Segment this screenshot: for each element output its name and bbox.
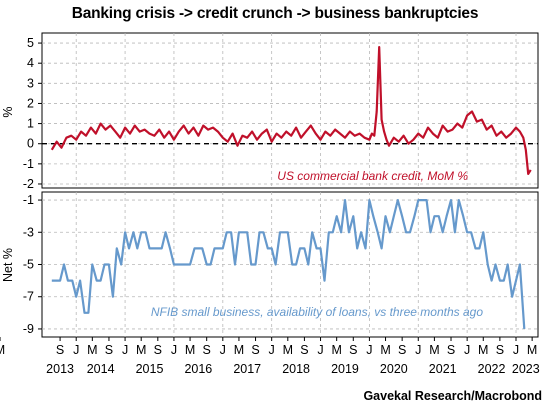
y-tick-label: 4 — [27, 56, 34, 70]
x-month-label: S — [496, 343, 504, 357]
x-month-label: J — [513, 343, 519, 357]
x-month-label: M — [87, 343, 97, 357]
x-month-label: S — [154, 343, 162, 357]
y-tick-label: -1 — [23, 157, 34, 171]
x-month-label: J — [366, 343, 372, 357]
x-month-label: M — [331, 343, 341, 357]
x-month-label: M — [136, 343, 146, 357]
x-month-label: S — [203, 343, 211, 357]
x-month-label: M — [527, 343, 537, 357]
x-month-label: J — [220, 343, 226, 357]
source-credit: Gavekal Research/Macrobond — [363, 389, 542, 403]
x-month-label: S — [447, 343, 455, 357]
series-line-top — [50, 46, 532, 175]
y-tick-label: -7 — [23, 290, 34, 304]
x-month-label: J — [317, 343, 323, 357]
x-year-label: 2021 — [429, 362, 457, 376]
x-month-label: S — [300, 343, 308, 357]
y-tick-label: -3 — [23, 225, 34, 239]
x-year-label: 2017 — [233, 362, 261, 376]
x-year-label: 2022 — [478, 362, 506, 376]
x-month-label: M — [429, 343, 439, 357]
plot-frame-top — [41, 32, 539, 189]
chart-title: Banking crisis -> credit crunch -> busin… — [71, 5, 479, 22]
y-tick-label: 3 — [27, 76, 34, 90]
x-month-label: J — [73, 343, 79, 357]
y-tick-label: 2 — [27, 96, 34, 110]
series-annotation-bottom: NFIB small business, availability of loa… — [151, 305, 483, 319]
x-month-label: M — [234, 343, 244, 357]
x-month-label: S — [251, 343, 259, 357]
y-tick-label: 1 — [27, 117, 34, 131]
x-month-label: M — [185, 343, 195, 357]
x-month-label: M — [478, 343, 488, 357]
y-tick-label: -1 — [23, 193, 34, 207]
y-axis-label: % — [1, 106, 15, 117]
x-month-label: M — [283, 343, 293, 357]
x-month-label: J — [464, 343, 470, 357]
x-year-label: 2014 — [87, 362, 115, 376]
y-tick-label: 5 — [27, 36, 34, 50]
x-month-label: S — [56, 343, 64, 357]
x-month-label: J — [171, 343, 177, 357]
x-year-label: 2020 — [380, 362, 408, 376]
x-month-label: J — [415, 343, 421, 357]
x-month-label: J — [122, 343, 128, 357]
series-annotation-top: US commercial bank credit, MoM % — [277, 169, 468, 183]
x-month-label: J — [269, 343, 275, 357]
x-year-label: 2015 — [136, 362, 164, 376]
y-tick-label: -9 — [23, 322, 34, 336]
y-axis-label: Net % — [1, 248, 15, 282]
y-tick-label: -2 — [23, 177, 34, 191]
x-year-label: 2013 — [46, 362, 74, 376]
x-year-label: 2019 — [331, 362, 359, 376]
x-month-label: S — [398, 343, 406, 357]
series-line-bottom — [51, 199, 526, 329]
x-month-label: S — [349, 343, 357, 357]
x-year-label: 2023 — [512, 362, 540, 376]
x-month-label: M — [0, 343, 5, 357]
x-month-label: S — [105, 343, 113, 357]
y-tick-label: -5 — [23, 258, 34, 272]
y-tick-label: 0 — [27, 137, 34, 151]
x-month-label: M — [380, 343, 390, 357]
x-year-label: 2016 — [184, 362, 212, 376]
x-year-label: 2018 — [282, 362, 310, 376]
